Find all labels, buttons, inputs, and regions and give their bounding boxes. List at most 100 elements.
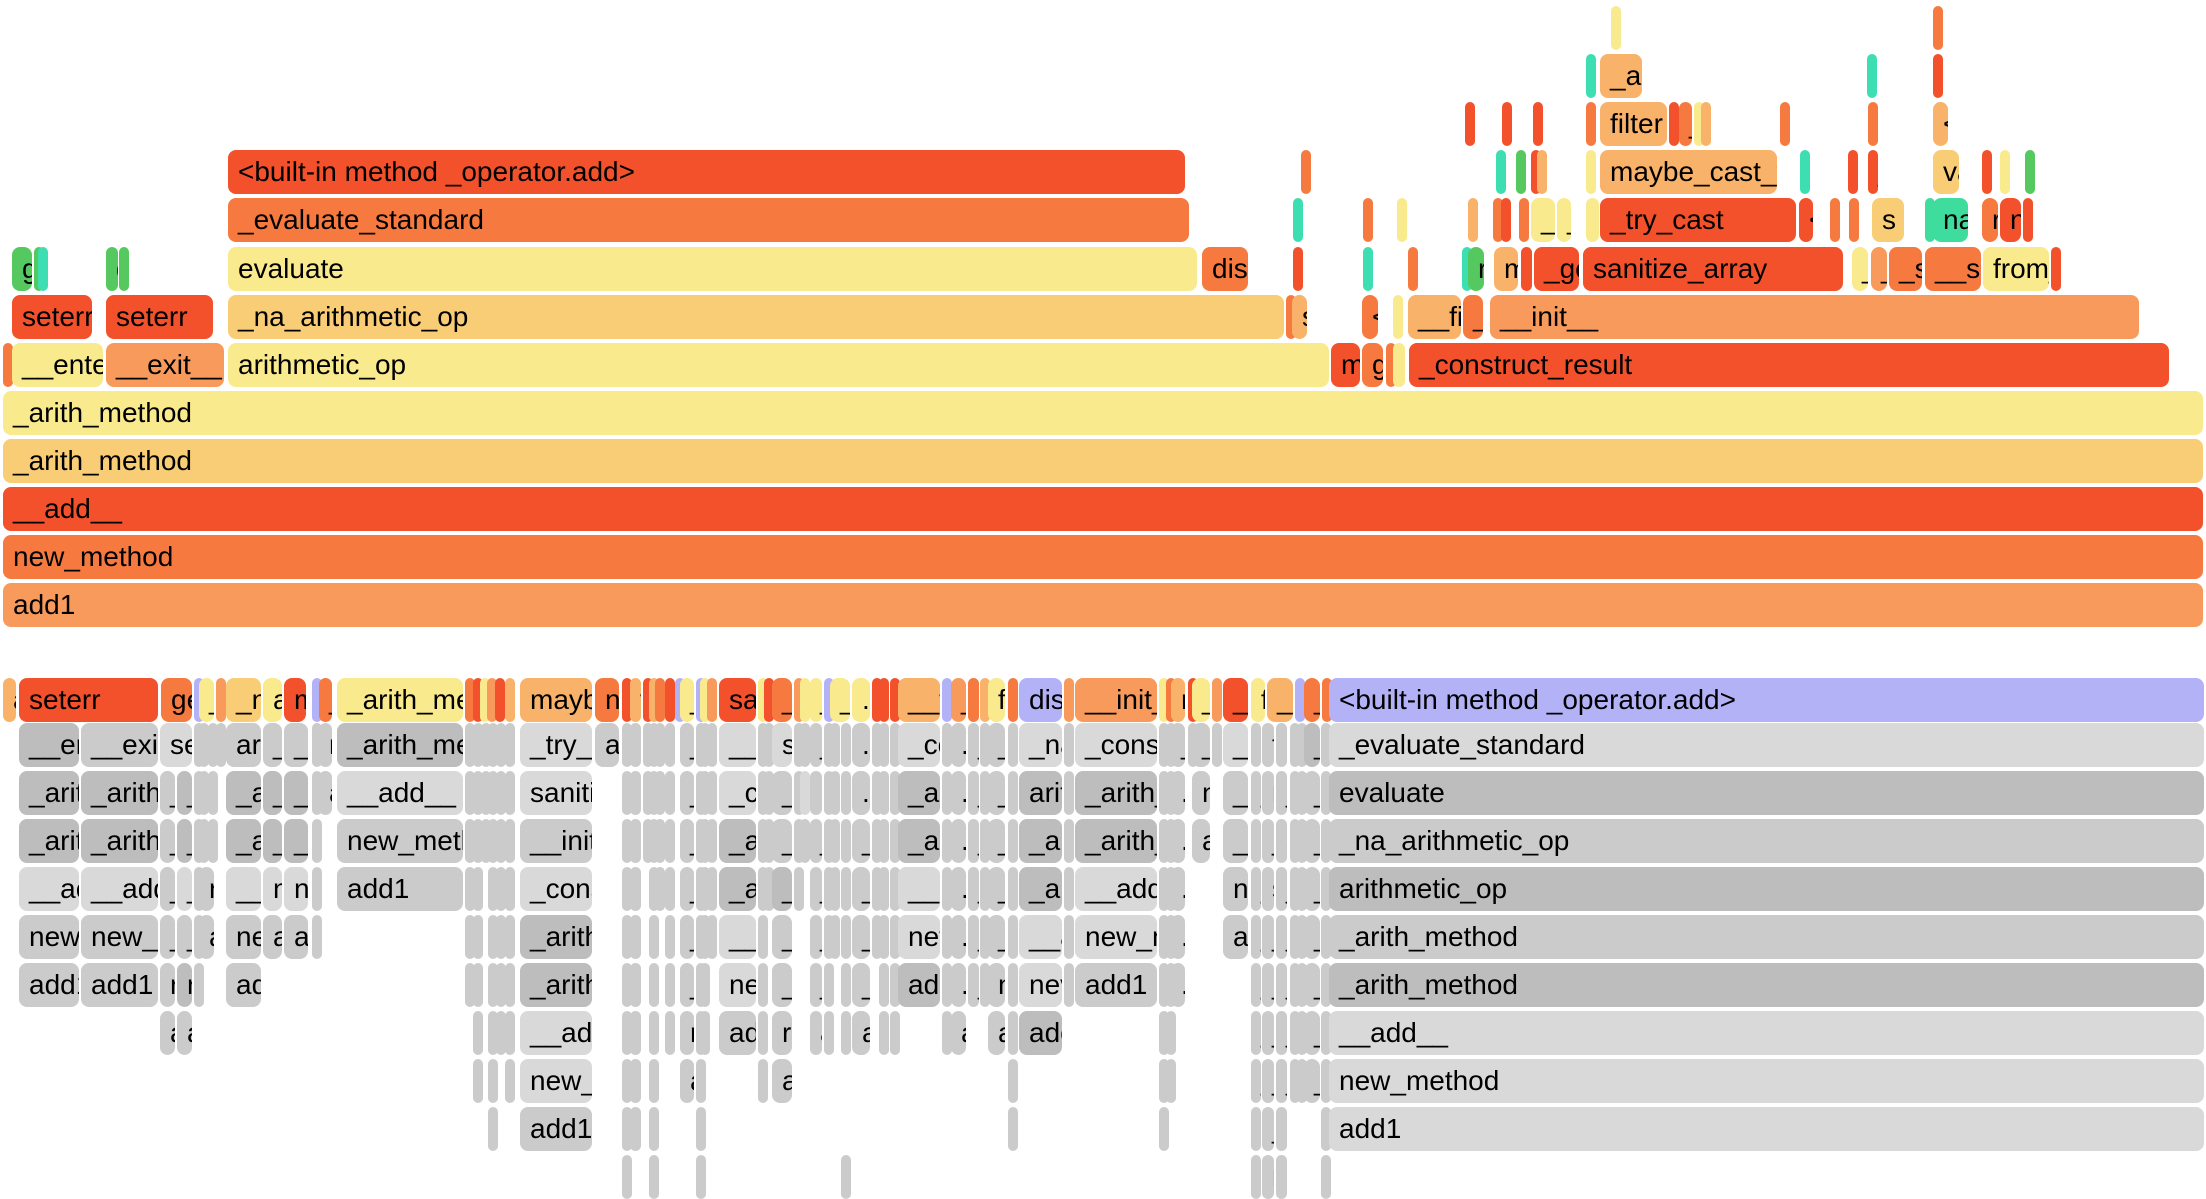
frame-bar[interactable]: _ [1304, 867, 1320, 911]
frame-bar[interactable]: _ [1251, 867, 1261, 911]
frame-bar[interactable] [496, 915, 506, 959]
frame-bar[interactable]: . [951, 963, 966, 1007]
frame-bar[interactable] [1868, 102, 1878, 146]
frame-bar[interactable] [1008, 1011, 1018, 1055]
frame-bar[interactable] [2025, 150, 2035, 194]
frame-bar[interactable]: . [951, 915, 966, 959]
frame-bar[interactable] [1321, 915, 1331, 959]
frame-bar[interactable]: _ [680, 963, 694, 1007]
frame-bar[interactable]: n [1262, 1155, 1274, 1199]
frame-bar[interactable] [830, 915, 840, 959]
frame-bar[interactable] [473, 1011, 483, 1055]
frame-bar[interactable]: _ [988, 867, 1005, 911]
frame-bar[interactable] [1586, 54, 1596, 98]
frame-bar[interactable]: <built-in method _operator.add> [1329, 678, 2204, 722]
frame-bar[interactable]: . [852, 678, 870, 722]
frame-bar[interactable] [980, 723, 990, 767]
frame-bar[interactable]: _ [1251, 1059, 1261, 1103]
frame-bar[interactable]: __ [226, 867, 261, 911]
frame-bar[interactable] [764, 678, 774, 722]
frame-bar[interactable] [1290, 771, 1300, 815]
frame-bar[interactable]: _ [968, 867, 979, 911]
frame-bar[interactable]: __fi [1408, 295, 1461, 339]
frame-bar[interactable] [1293, 198, 1303, 242]
frame-bar[interactable] [764, 723, 774, 767]
frame-bar[interactable]: _ [968, 963, 979, 1007]
frame-bar[interactable] [649, 819, 659, 863]
frame-bar[interactable] [630, 963, 641, 1007]
frame-bar[interactable] [665, 963, 675, 1007]
frame-bar[interactable]: _ [772, 819, 792, 863]
frame-bar[interactable] [1393, 343, 1405, 387]
frame-bar[interactable] [655, 771, 665, 815]
frame-bar[interactable] [942, 867, 952, 911]
frame-bar[interactable] [1212, 723, 1222, 767]
frame-bar[interactable]: _ [1304, 819, 1320, 863]
frame-bar[interactable] [1321, 963, 1331, 1007]
frame-bar[interactable] [1159, 1011, 1169, 1055]
frame-bar[interactable]: s [1292, 295, 1307, 339]
frame-bar[interactable] [942, 678, 952, 722]
frame-bar[interactable]: _evaluate_standard [1329, 723, 2204, 767]
frame-bar[interactable] [1297, 963, 1307, 1007]
frame-bar[interactable] [1867, 54, 1877, 98]
frame-bar[interactable] [1064, 915, 1074, 959]
frame-bar[interactable]: __se [1925, 247, 1981, 291]
frame-bar[interactable]: a [319, 771, 332, 815]
frame-bar[interactable]: r [1468, 247, 1484, 291]
frame-bar[interactable]: ac [1223, 915, 1248, 959]
frame-bar[interactable]: _ [1852, 247, 1868, 291]
frame-bar[interactable] [312, 915, 322, 959]
frame-bar[interactable] [649, 723, 659, 767]
frame-bar[interactable] [312, 723, 322, 767]
frame-bar[interactable]: _ [830, 678, 850, 722]
frame-bar[interactable]: _ [951, 678, 966, 722]
frame-bar[interactable] [1159, 771, 1169, 815]
frame-bar[interactable] [942, 819, 952, 863]
frame-bar[interactable] [794, 678, 804, 722]
frame-bar[interactable]: _ [1276, 771, 1287, 815]
frame-bar[interactable]: add1 [337, 867, 463, 911]
frame-bar[interactable] [824, 1011, 834, 1055]
frame-bar[interactable] [1694, 102, 1704, 146]
frame-bar[interactable]: _na_arithmetic_op [1329, 819, 2204, 863]
frame-bar[interactable] [488, 867, 498, 911]
frame-bar[interactable] [1008, 963, 1018, 1007]
frame-bar[interactable]: _ [680, 678, 694, 722]
frame-bar[interactable]: _ [1262, 915, 1274, 959]
frame-bar[interactable] [622, 1155, 632, 1199]
frame-bar[interactable]: _ [160, 771, 175, 815]
frame-bar[interactable] [465, 723, 475, 767]
frame-bar[interactable]: _c [1223, 678, 1248, 722]
frame-bar[interactable]: g [1362, 343, 1383, 387]
frame-bar[interactable] [1159, 1107, 1169, 1151]
frame-bar[interactable]: m [1262, 771, 1274, 815]
frame-bar[interactable]: _ [852, 819, 870, 863]
frame-bar[interactable]: _ [1251, 963, 1261, 1007]
frame-bar[interactable] [942, 963, 952, 1007]
frame-bar[interactable]: _arith_me [337, 678, 463, 722]
frame-bar[interactable] [1290, 1059, 1300, 1103]
frame-bar[interactable]: _ [1251, 1011, 1261, 1055]
frame-bar[interactable]: _ [177, 819, 192, 863]
frame-bar[interactable] [622, 819, 632, 863]
frame-bar[interactable] [488, 963, 498, 1007]
frame-bar[interactable]: new_m [81, 915, 158, 959]
frame-bar[interactable] [700, 1011, 710, 1055]
frame-bar[interactable]: new_ [19, 915, 79, 959]
frame-bar[interactable] [496, 963, 506, 1007]
frame-bar[interactable] [980, 915, 990, 959]
frame-bar[interactable] [1166, 1059, 1176, 1103]
frame-bar[interactable]: . [1171, 819, 1185, 863]
frame-bar[interactable]: . [1171, 963, 1185, 1007]
frame-bar[interactable]: _ [968, 915, 979, 959]
frame-bar[interactable] [473, 915, 483, 959]
frame-bar[interactable]: . [852, 771, 870, 815]
frame-bar[interactable]: _c [719, 771, 756, 815]
frame-bar[interactable] [824, 915, 834, 959]
frame-bar[interactable] [1982, 150, 1992, 194]
frame-bar[interactable]: f [1251, 678, 1265, 722]
frame-bar[interactable]: _ [680, 915, 694, 959]
frame-bar[interactable] [872, 915, 882, 959]
frame-bar[interactable] [1297, 819, 1307, 863]
